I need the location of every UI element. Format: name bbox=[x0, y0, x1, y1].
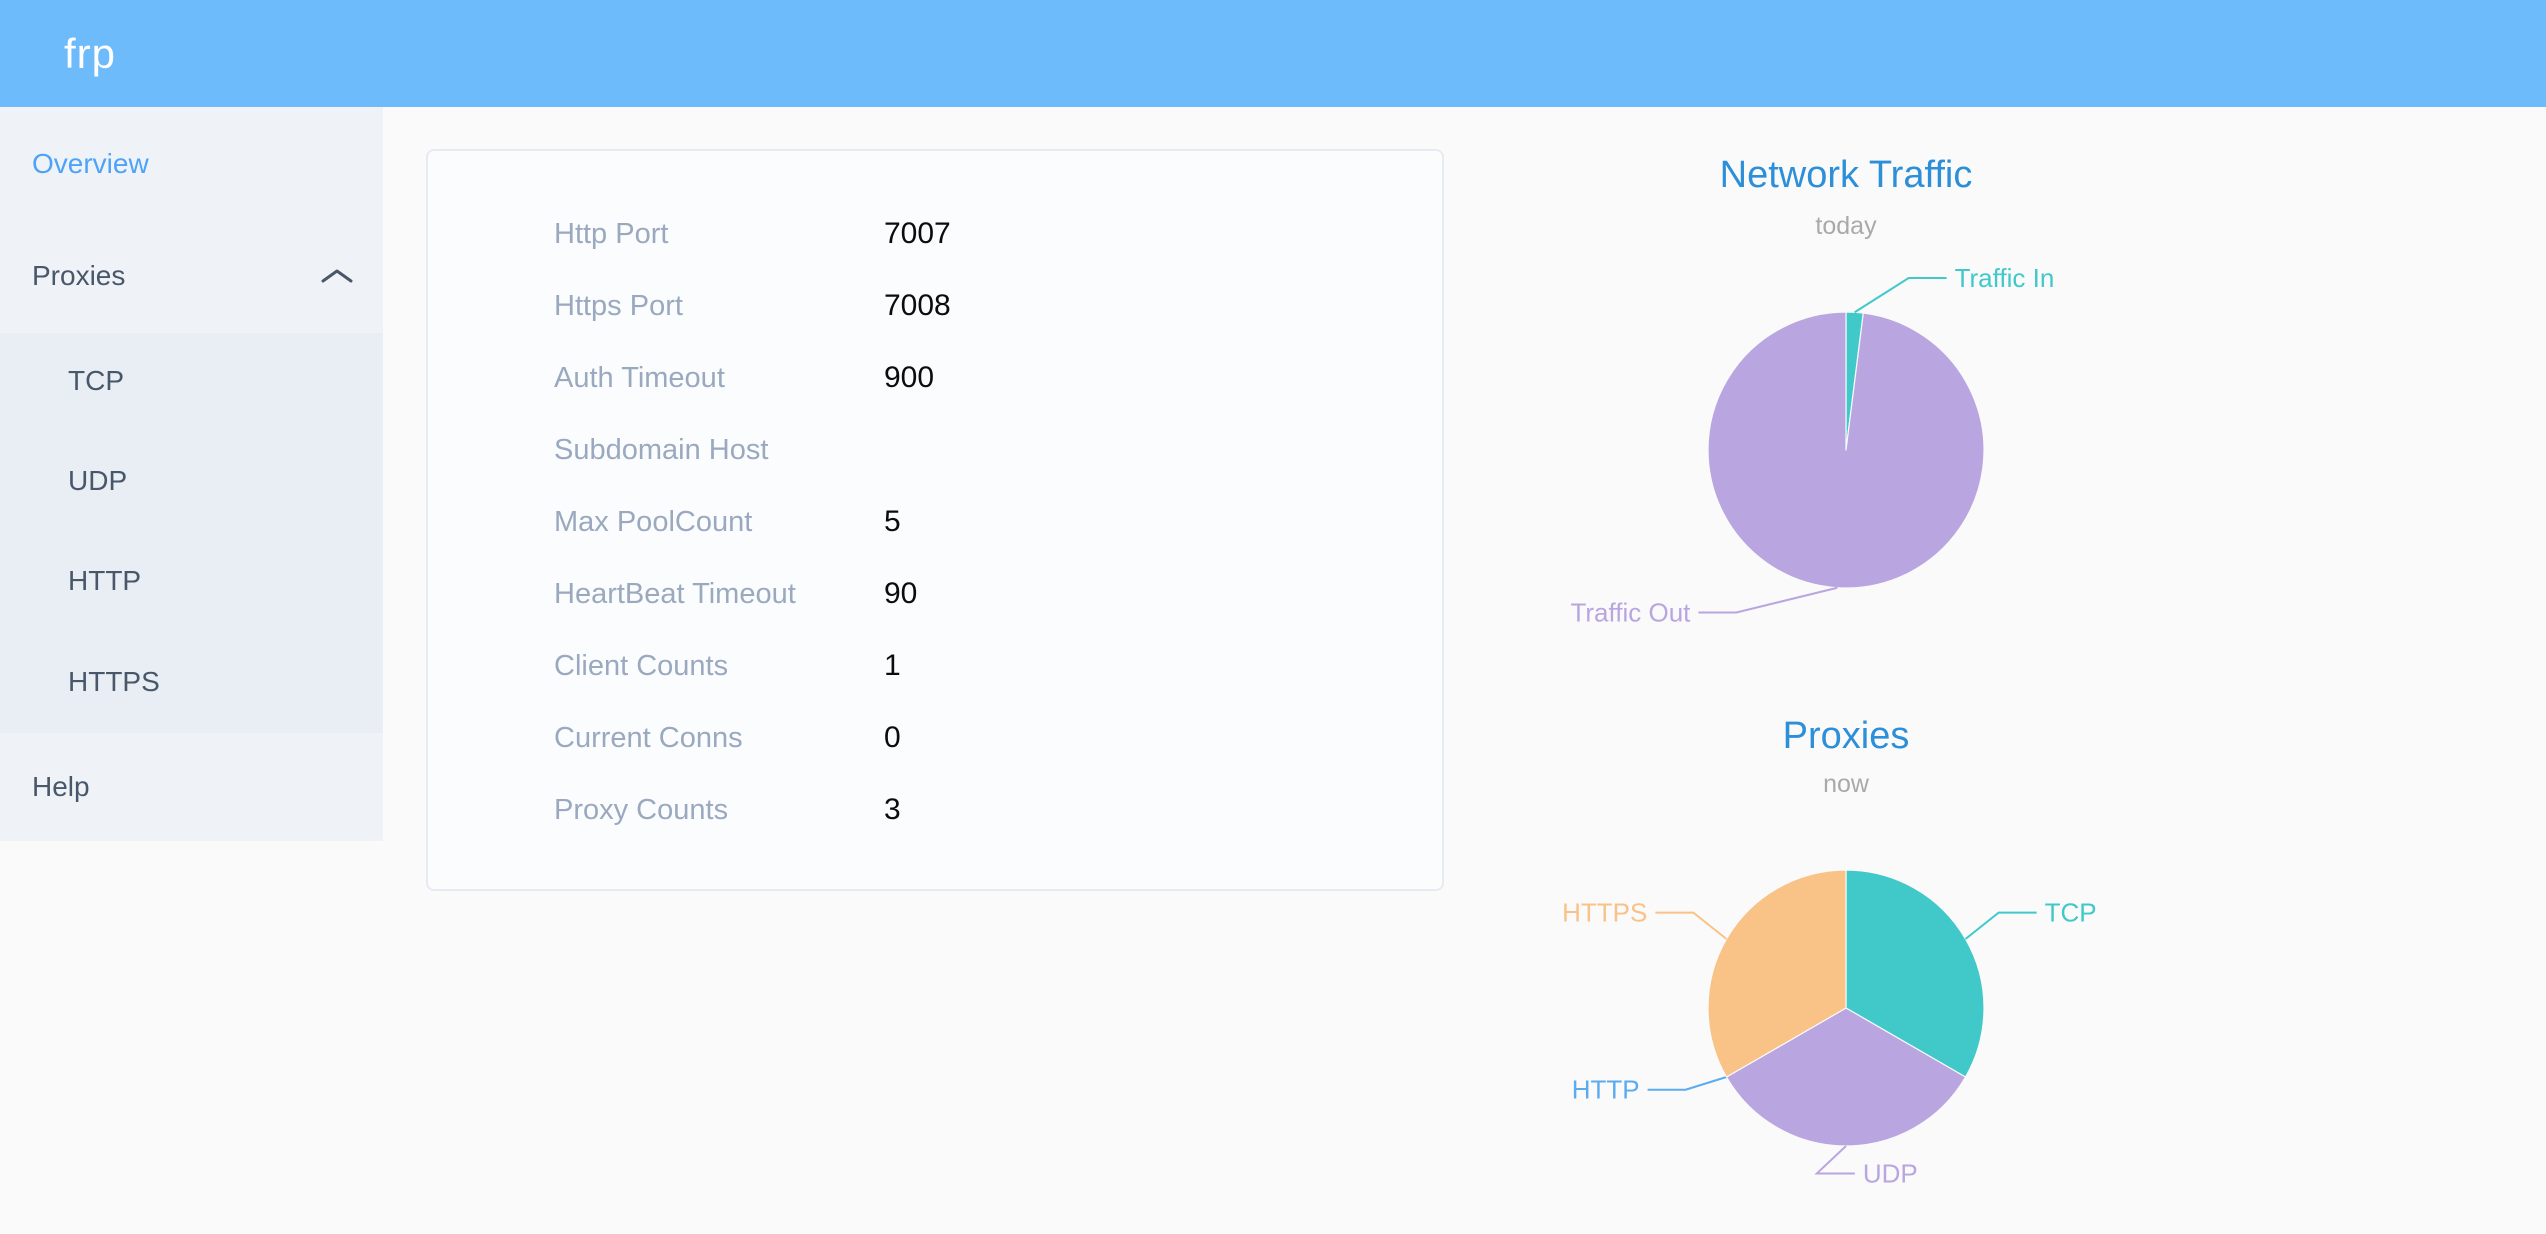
pie-label-https: HTTPS bbox=[1562, 898, 1647, 928]
network-traffic-title: Network Traffic bbox=[1719, 154, 1973, 196]
config-value: 900 bbox=[884, 361, 935, 394]
config-label: Https Port bbox=[554, 289, 683, 322]
config-value: 7007 bbox=[884, 217, 951, 250]
proxies-chart: Proxies now TCP UDP HTTP HTTPS bbox=[1426, 690, 2266, 1234]
pie-slice-traffic-out[interactable] bbox=[1707, 311, 1985, 589]
config-row-proxy-counts: Proxy Counts 3 bbox=[554, 774, 1418, 846]
sidebar-item-udp[interactable]: UDP bbox=[68, 465, 128, 496]
proxies-subtitle: now bbox=[1823, 770, 1869, 798]
pie-leader-udp bbox=[1814, 1145, 1855, 1175]
app-logo: frp bbox=[64, 30, 117, 77]
config-value: 90 bbox=[884, 577, 918, 610]
pie-label-traffic-in: Traffic In bbox=[1955, 263, 2055, 293]
proxies-title: Proxies bbox=[1782, 715, 1910, 757]
network-traffic-subtitle: today bbox=[1815, 212, 1877, 240]
pie-label-http: HTTP bbox=[1572, 1075, 1640, 1105]
config-rows: Http Port 7007 Https Port 7008 Auth Time… bbox=[554, 198, 1418, 846]
config-row-max-poolcount: Max PoolCount 5 bbox=[554, 486, 1418, 558]
sidebar-item-http[interactable]: HTTP bbox=[68, 565, 142, 596]
config-label: Max PoolCount bbox=[554, 505, 753, 538]
chevron-up-icon bbox=[321, 269, 353, 283]
pie-leader-http bbox=[1647, 1076, 1727, 1091]
config-value: 3 bbox=[884, 793, 901, 826]
sidebar-item-proxies-label: Proxies bbox=[32, 260, 126, 291]
sidebar-item-help[interactable]: Help bbox=[32, 771, 90, 802]
sidebar-item-tcp[interactable]: TCP bbox=[68, 365, 124, 396]
config-row-https-port: Https Port 7008 bbox=[554, 270, 1418, 342]
proxies-pie: TCP UDP HTTP HTTPS bbox=[1562, 869, 2097, 1188]
network-traffic-pie: Traffic In Traffic Out bbox=[1570, 263, 2055, 627]
config-value: 0 bbox=[884, 721, 901, 754]
config-row-http-port: Http Port 7007 bbox=[554, 198, 1418, 270]
sidebar-submenu-proxies: TCP UDP HTTP HTTPS bbox=[0, 333, 383, 733]
config-row-client-counts: Client Counts 1 bbox=[554, 630, 1418, 702]
pie-leader-traffic-out bbox=[1698, 586, 1838, 614]
config-label: Subdomain Host bbox=[554, 433, 769, 466]
config-value: 7008 bbox=[884, 289, 951, 322]
server-config-card: Http Port 7007 Https Port 7008 Auth Time… bbox=[426, 149, 1444, 891]
config-label: Client Counts bbox=[554, 649, 729, 682]
config-label: Auth Timeout bbox=[554, 361, 725, 394]
config-label: Proxy Counts bbox=[554, 793, 729, 826]
config-value: 1 bbox=[884, 649, 901, 682]
sidebar-item-https[interactable]: HTTPS bbox=[68, 666, 160, 697]
pie-leader-https bbox=[1655, 911, 1728, 940]
config-label: Http Port bbox=[554, 217, 669, 250]
config-value: 5 bbox=[884, 505, 901, 538]
pie-leader-tcp bbox=[1964, 911, 2037, 940]
network-traffic-chart: Network Traffic today Traffic In Traffic … bbox=[1426, 120, 2266, 684]
pie-label-traffic-out: Traffic Out bbox=[1570, 597, 1691, 627]
config-row-current-conns: Current Conns 0 bbox=[554, 702, 1418, 774]
sidebar-item-proxies[interactable]: Proxies bbox=[0, 240, 383, 312]
pie-label-udp: UDP bbox=[1863, 1158, 1918, 1188]
app-header: frp bbox=[0, 0, 2546, 107]
sidebar-item-overview[interactable]: Overview bbox=[32, 148, 149, 179]
config-row-subdomain-host: Subdomain Host bbox=[554, 414, 1418, 486]
config-row-heartbeat-timeout: HeartBeat Timeout 90 bbox=[554, 558, 1418, 630]
config-label: Current Conns bbox=[554, 721, 743, 754]
config-row-auth-timeout: Auth Timeout 900 bbox=[554, 342, 1418, 414]
pie-leader-traffic-in bbox=[1854, 277, 1947, 314]
sidebar: Overview Proxies TCP UDP HTTP HTTPS Help bbox=[0, 107, 383, 841]
pie-label-tcp: TCP bbox=[2045, 898, 2097, 928]
config-label: HeartBeat Timeout bbox=[554, 577, 796, 610]
